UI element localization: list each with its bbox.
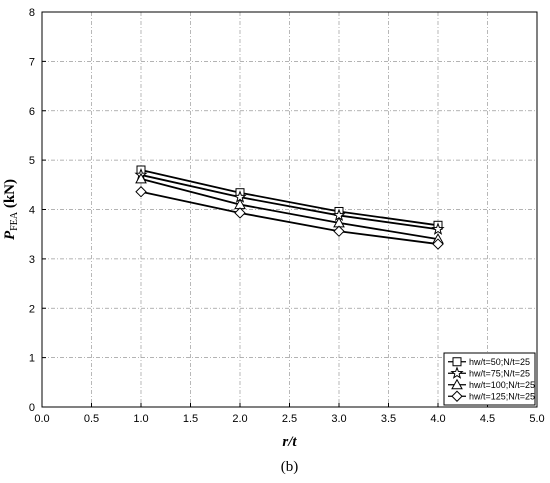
x-axis-ticks: 0.0 0.5 1.0 1.5 2.0 2.5 3.0 3.5 4.0 4.5 5.0 [34,403,545,425]
legend-marker-triangle [451,378,463,390]
x-tick-label: 1.5 [183,413,198,425]
x-tick-label: 4.0 [430,413,445,425]
grid [42,12,537,407]
x-tick-label: 4.5 [480,413,495,425]
legend-marker-square [452,357,462,367]
legend-label: hw/t=75;N/t=25 [469,368,530,378]
y-tick-label: 7 [29,56,35,68]
y-tick-label: 6 [29,106,35,118]
data-point-diamond [432,238,444,250]
y-axis-title: PFEA (kN) [2,179,20,240]
x-tick-label: 1.0 [133,413,148,425]
series [134,165,445,250]
x-tick-label: 3.5 [381,413,396,425]
x-tick-label: 0.5 [84,413,99,425]
x-tick-label: 0.0 [34,413,49,425]
y-axis-title-unit: (kN) [2,179,18,212]
series-line [140,169,439,227]
figure-caption: (b) [281,459,299,475]
legend-label: hw/t=50;N/t=25 [469,357,530,367]
data-point-diamond [234,207,246,219]
series-line [140,174,439,231]
legend-marker-diamond [451,390,463,402]
data-point-star [431,222,445,235]
x-axis-title: r/t [282,434,297,450]
series-diamond [135,186,444,250]
y-tick-label: 3 [29,254,35,266]
y-tick-label: 5 [29,155,35,167]
y-tick-label: 1 [29,353,35,365]
y-tick-label: 8 [29,7,35,19]
data-point-diamond [333,225,345,237]
data-point-diamond [135,186,147,198]
x-tick-label: 3.0 [331,413,346,425]
x-tick-label: 5.0 [529,413,544,425]
series-line [140,178,439,241]
x-tick-label: 2.0 [232,413,247,425]
y-axis-ticks: 0 1 2 3 4 5 6 7 8 [29,7,46,414]
y-tick-label: 2 [29,303,35,315]
y-axis-title-main: P [2,230,18,240]
series-line [140,190,439,245]
y-tick-label: 4 [29,205,35,217]
y-axis-title-sub: FEA [9,211,20,231]
data-point-triangle [135,172,147,184]
legend-label: hw/t=100;N/t=25 [469,380,535,390]
series-triangle [135,172,444,244]
legend-marker-star [450,366,464,379]
legend-label: hw/t=125;N/t=25 [469,391,535,401]
y-tick-label: 0 [29,402,35,414]
x-tick-label: 2.5 [282,413,297,425]
